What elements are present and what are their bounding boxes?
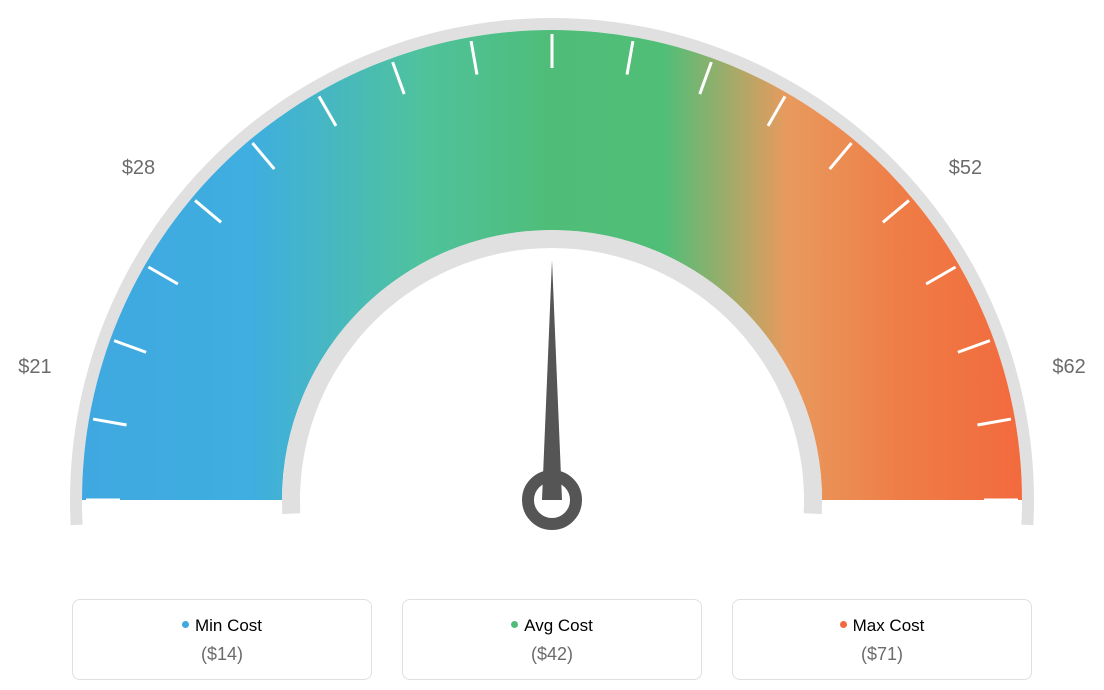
gauge-needle bbox=[542, 260, 562, 500]
gauge-tick-label: $52 bbox=[949, 157, 982, 179]
cost-gauge: $14$21$28$42$52$62$71 bbox=[0, 0, 1104, 560]
legend-card-min: Min Cost ($14) bbox=[72, 599, 372, 680]
gauge-tick-label: $62 bbox=[1052, 356, 1085, 378]
legend-min-value: ($14) bbox=[73, 644, 371, 665]
gauge-tick-label: $28 bbox=[122, 157, 155, 179]
legend-min-label-text: Min Cost bbox=[195, 616, 262, 635]
legend-max-label: Max Cost bbox=[733, 616, 1031, 636]
legend-max-value: ($71) bbox=[733, 644, 1031, 665]
legend-max-label-text: Max Cost bbox=[853, 616, 925, 635]
legend-card-max: Max Cost ($71) bbox=[732, 599, 1032, 680]
gauge-svg: $14$21$28$42$52$62$71 bbox=[0, 0, 1104, 560]
legend-card-avg: Avg Cost ($42) bbox=[402, 599, 702, 680]
dot-icon bbox=[840, 621, 847, 628]
gauge-tick-label: $21 bbox=[18, 356, 51, 378]
legend-min-label: Min Cost bbox=[73, 616, 371, 636]
dot-icon bbox=[511, 621, 518, 628]
legend-row: Min Cost ($14) Avg Cost ($42) Max Cost (… bbox=[0, 599, 1104, 680]
legend-avg-label-text: Avg Cost bbox=[524, 616, 593, 635]
dot-icon bbox=[182, 621, 189, 628]
legend-avg-label: Avg Cost bbox=[403, 616, 701, 636]
legend-avg-value: ($42) bbox=[403, 644, 701, 665]
